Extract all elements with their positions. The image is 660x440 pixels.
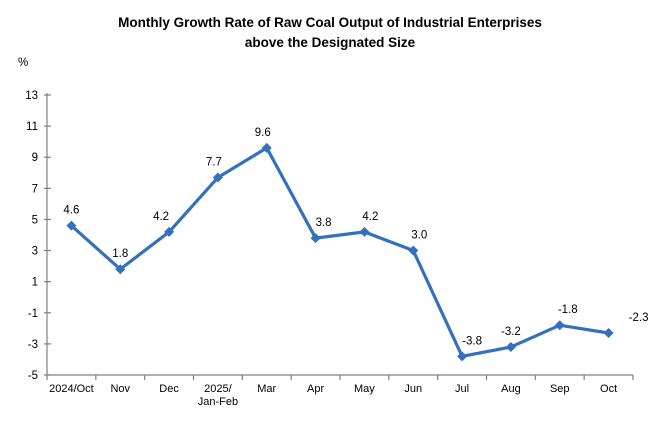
data-point-label: -3.8 bbox=[462, 335, 482, 347]
y-axis-tick-label: 13 bbox=[25, 90, 38, 102]
data-point-marker bbox=[164, 226, 175, 237]
y-axis-tick-label: 7 bbox=[32, 183, 38, 195]
x-axis-label: 2024/Oct bbox=[49, 383, 94, 395]
chart-title-line-1: Monthly Growth Rate of Raw Coal Output o… bbox=[118, 15, 542, 30]
x-axis-label: Jul bbox=[455, 383, 469, 395]
data-point-label: 1.8 bbox=[112, 248, 128, 260]
data-point-label: 4.6 bbox=[63, 205, 79, 217]
data-point-marker bbox=[505, 342, 516, 352]
data-point-marker bbox=[554, 320, 565, 331]
x-axis-label: Aug bbox=[501, 383, 521, 395]
data-point-label: -1.8 bbox=[558, 304, 578, 316]
y-axis-tick-label: -3 bbox=[28, 339, 38, 351]
data-point-label: 4.2 bbox=[362, 211, 378, 223]
data-point-label: 4.2 bbox=[153, 211, 169, 223]
data-point-marker bbox=[261, 142, 272, 153]
y-axis-tick-label: -5 bbox=[28, 370, 38, 382]
y-axis-unit-label: % bbox=[18, 57, 29, 69]
x-axis-label: Sep bbox=[550, 383, 570, 395]
series-line bbox=[70, 145, 609, 359]
data-point-marker bbox=[115, 264, 126, 275]
data-point-marker bbox=[212, 172, 223, 183]
x-axis-label: Jun bbox=[404, 383, 422, 395]
x-axis-label: May bbox=[354, 383, 375, 395]
y-axis-tick-label: 9 bbox=[32, 152, 38, 164]
y-axis-tick-label: 3 bbox=[32, 246, 38, 258]
data-point-label: 3.0 bbox=[411, 230, 427, 242]
data-point-marker bbox=[408, 245, 419, 256]
x-axis-label: Mar bbox=[257, 383, 276, 395]
data-point-marker bbox=[359, 226, 370, 237]
data-point-marker bbox=[310, 233, 321, 244]
y-axis-tick-label: 11 bbox=[26, 121, 38, 133]
x-axis-label: Oct bbox=[600, 383, 617, 395]
x-axis-label: Nov bbox=[110, 383, 130, 395]
data-point-label: 9.6 bbox=[255, 127, 271, 139]
x-axis-label: Dec bbox=[159, 383, 179, 395]
chart-title: Monthly Growth Rate of Raw Coal Output o… bbox=[0, 13, 660, 53]
y-axis-tick-label: 5 bbox=[32, 214, 38, 226]
y-axis-tick-label: 1 bbox=[32, 277, 38, 289]
x-axis-label: 2025/Jan-Feb bbox=[198, 383, 238, 408]
data-point-label: 7.7 bbox=[206, 156, 222, 168]
data-point-label: -2.3 bbox=[629, 312, 649, 324]
data-point-label: 3.8 bbox=[316, 217, 332, 229]
data-point-marker bbox=[603, 328, 614, 338]
x-axis-label: Apr bbox=[307, 383, 324, 395]
y-axis-tick-label: -1 bbox=[28, 308, 38, 320]
data-point-marker bbox=[457, 351, 468, 362]
chart-title-line-2: above the Designated Size bbox=[244, 35, 416, 50]
data-point-marker bbox=[66, 220, 77, 231]
data-point-label: -3.2 bbox=[501, 326, 521, 338]
